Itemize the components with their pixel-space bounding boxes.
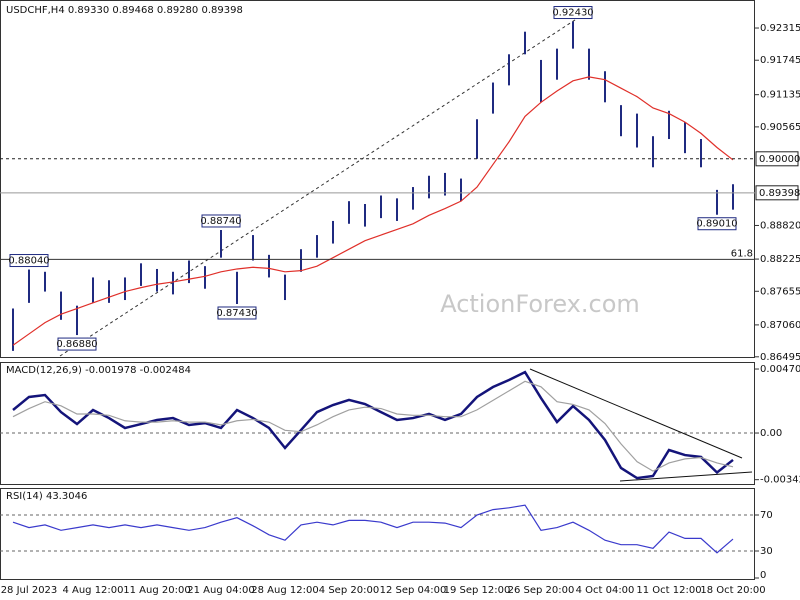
y-tick-label: 0.87060 [760,320,800,331]
price-tag-label: 0.89398 [759,188,800,199]
y-tick-label: 0.91745 [760,55,800,66]
x-tick-label: 18 Oct 20:00 [700,585,765,596]
rsi-panel [0,488,755,580]
macd-trendline [619,471,753,482]
y-tick-label: 0.86495 [760,352,800,363]
price-callout-label: 0.88740 [200,216,241,227]
macd-panel [0,362,755,485]
y-tick-label: 30 [760,546,773,557]
watermark: ActionForex.com [440,290,640,318]
y-tick-label: 0.92315 [760,23,800,34]
x-tick-label: 19 Sep 12:00 [444,585,511,596]
x-tick-label: 4 Oct 04:00 [576,585,635,596]
price-callout [553,6,593,20]
price-title: USDCHF,H4 0.89330 0.89468 0.89280 0.8939… [6,5,243,16]
price-panel [0,0,755,358]
series-line [12,380,734,472]
x-tick-label: 12 Sep 04:00 [380,585,447,596]
y-tick-label: -0.003429 [760,475,800,486]
series-line [12,504,734,554]
price-callout [697,217,737,231]
x-tick-label: 11 Aug 20:00 [123,585,190,596]
price-tag [755,151,799,167]
price-callout [9,254,49,268]
fib-label: 61.8 [731,248,753,259]
y-tick-label: 0.88225 [760,254,800,265]
y-tick-label: 0.90565 [760,122,800,133]
y-tick-label: 0.00 [760,428,782,439]
price-callout-label: 0.92430 [552,8,593,19]
x-tick-label: 28 Aug 12:00 [251,585,318,596]
macd-title: MACD(12,26,9) -0.001978 -0.002484 [6,365,191,376]
y-tick-label: 70 [760,510,773,521]
x-tick-label: 4 Sep 20:00 [319,585,379,596]
y-tick-label: 0 [760,570,766,581]
price-callout-label: 0.89010 [696,219,737,230]
x-tick-label: 26 Sep 20:00 [508,585,575,596]
series-line [12,370,734,480]
x-tick-label: 4 Aug 12:00 [62,585,123,596]
y-tick-label: 0.87655 [760,286,800,297]
price-callout [57,337,97,351]
price-tag [755,185,799,201]
x-tick-label: 11 Oct 12:00 [636,585,701,596]
price-callout-label: 0.88040 [8,256,49,267]
series-line [12,76,734,346]
price-callout-label: 0.87430 [216,308,257,319]
x-tick-label: 28 Jul 2023 [1,585,58,596]
price-tag-label: 0.90000 [759,154,800,165]
rsi-title: RSI(14) 43.3046 [6,491,87,502]
y-tick-label: 0.004704 [760,364,800,375]
price-callout-label: 0.86880 [56,339,97,350]
price-callout [217,306,257,320]
y-tick-label: 0.88820 [760,220,800,231]
x-tick-label: 21 Aug 04:00 [187,585,254,596]
macd-trendline [529,368,743,459]
price-callout [201,214,241,228]
trend-channel [59,17,579,357]
y-tick-label: 0.91135 [760,90,800,101]
